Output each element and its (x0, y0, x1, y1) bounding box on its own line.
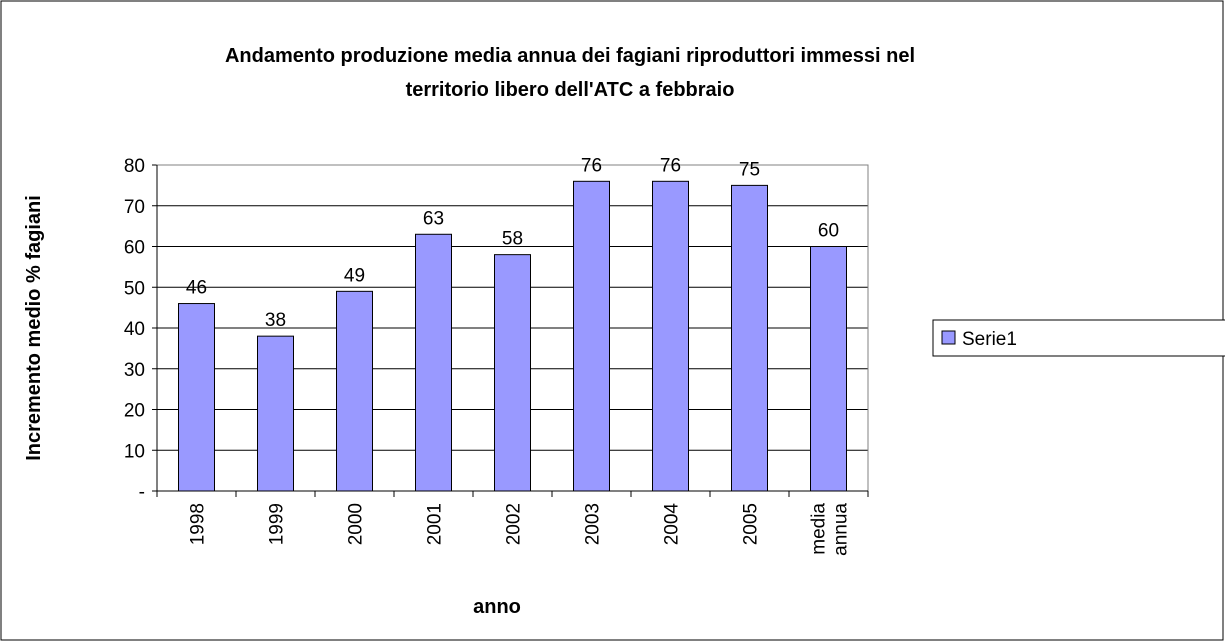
data-label: 75 (739, 159, 760, 180)
bar (257, 335, 294, 492)
legend-swatch (941, 330, 956, 345)
y-tick-label: 80 (124, 156, 145, 177)
x-tick-label: 2001 (425, 503, 446, 545)
bar (652, 180, 689, 492)
bar (415, 233, 452, 492)
y-tick-label: 30 (124, 360, 145, 381)
bar (494, 254, 531, 492)
data-label: 49 (344, 265, 365, 286)
bar (336, 290, 373, 492)
y-tick-label: 60 (124, 238, 145, 259)
x-tick-label: 2005 (741, 503, 762, 545)
y-tick-label: 70 (124, 197, 145, 218)
bar (573, 180, 610, 492)
y-tick-label: 40 (124, 319, 145, 340)
chart-title: Andamento produzione media annua dei fag… (225, 45, 915, 67)
data-label: 58 (502, 229, 523, 250)
x-axis-title: anno (473, 596, 521, 618)
x-tick-label: 2004 (662, 503, 683, 546)
x-tick-label: media annua (809, 503, 852, 562)
y-tick-label: 10 (124, 441, 145, 462)
bar (810, 246, 847, 492)
data-label: 38 (265, 310, 286, 331)
y-tick-label: 50 (124, 278, 145, 299)
y-tick-label: - (139, 482, 145, 503)
data-label: 76 (660, 155, 681, 176)
data-label: 60 (818, 221, 839, 242)
chart-title: territorio libero dell'ATC a febbraio (406, 79, 735, 101)
x-tick-label: 1998 (188, 503, 209, 545)
bar (731, 184, 768, 492)
x-tick-label: 2000 (346, 503, 367, 545)
bar (178, 303, 215, 492)
data-label: 46 (186, 278, 207, 299)
x-tick-label: 1999 (267, 503, 288, 545)
legend-label: Serie1 (962, 329, 1017, 350)
data-label: 63 (423, 208, 444, 229)
legend-box (932, 319, 1225, 357)
y-tick-label: 20 (124, 401, 145, 422)
y-axis-title: Incremento medio % fagiani (23, 195, 45, 461)
x-tick-label: 2003 (583, 503, 604, 545)
data-label: 76 (581, 155, 602, 176)
x-tick-label: 2002 (504, 503, 525, 545)
